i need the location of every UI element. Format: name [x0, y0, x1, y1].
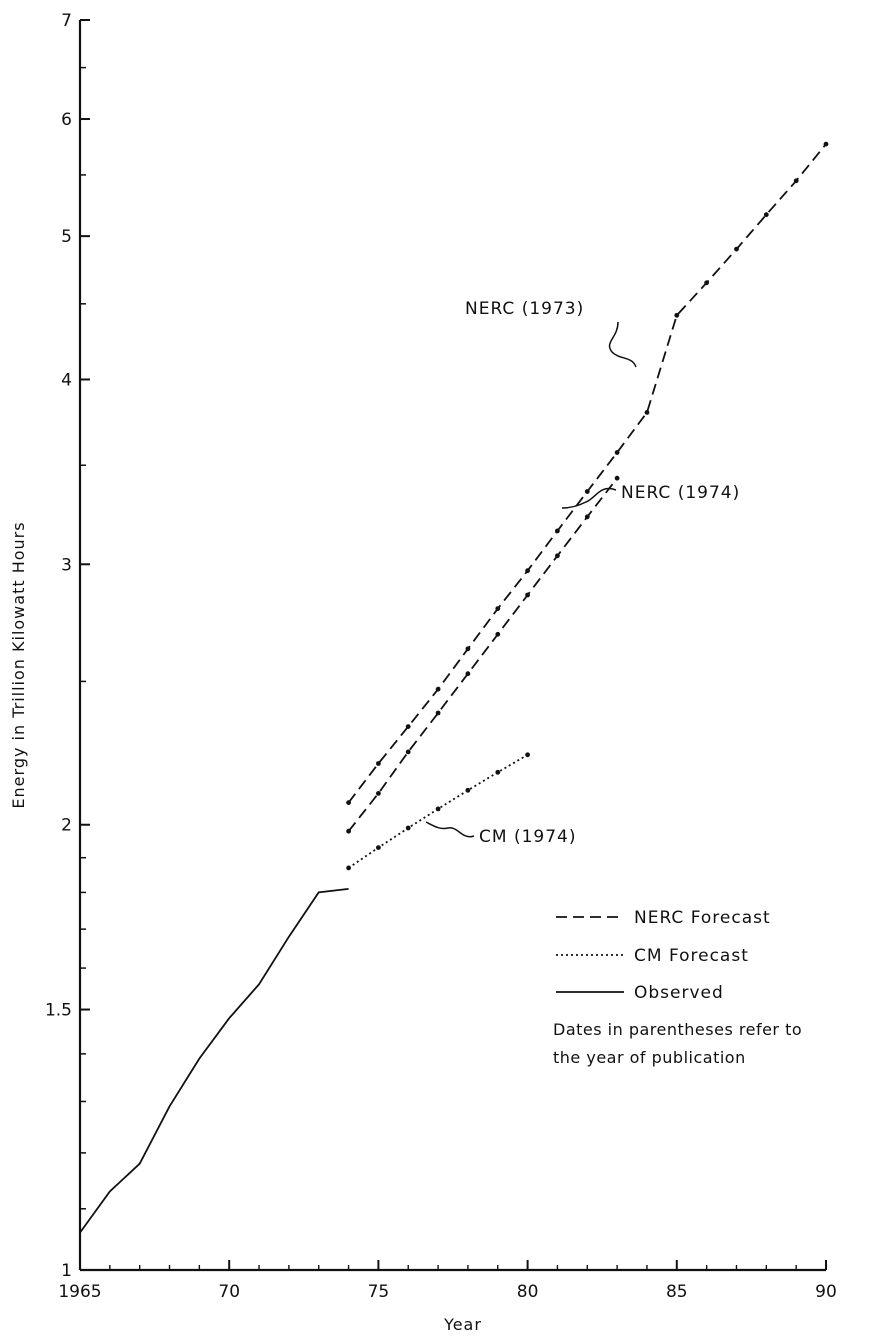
x-tick-label: 85 — [666, 1282, 688, 1302]
series-line-observed — [79, 888, 349, 1234]
legend-label-nerc: NERC Forecast — [634, 908, 771, 928]
data-point-nerc-1973 — [584, 489, 590, 494]
annotations: NERC (1973) NERC (1974) CM (1974) — [425, 299, 740, 847]
data-point-nerc-1973 — [674, 312, 680, 318]
legend-label-observed: Observed — [634, 983, 724, 1003]
data-point-nerc-1974 — [465, 671, 471, 677]
data-point-nerc-1973 — [734, 246, 739, 252]
data-point-cm-1974 — [525, 752, 530, 758]
x-tick-label: 90 — [815, 1282, 837, 1302]
x-axis-title: Year — [443, 1315, 482, 1334]
annotation-arrow-nerc-1974 — [561, 487, 617, 509]
annotation-nerc-1973: NERC (1973) — [465, 299, 584, 319]
annotation-cm-1974: CM (1974) — [479, 827, 576, 847]
data-point-nerc-1973 — [704, 280, 709, 286]
x-tick-label: 70 — [218, 1282, 240, 1302]
data-point-nerc-1973 — [644, 410, 650, 415]
y-tick-label: 2 — [61, 816, 72, 836]
data-point-nerc-1974 — [346, 828, 351, 834]
y-tick-label: 5 — [61, 227, 72, 247]
data-point-nerc-1974 — [584, 514, 590, 520]
y-tick-label: 1 — [61, 1261, 72, 1281]
annotation-nerc-1974: NERC (1974) — [621, 483, 740, 503]
data-point-nerc-1973 — [376, 761, 381, 766]
data-point-nerc-1974 — [435, 710, 441, 716]
data-point-cm-1974 — [346, 865, 351, 871]
data-point-nerc-1974 — [555, 553, 560, 559]
y-tick-label: 7 — [61, 11, 72, 31]
data-point-cm-1974 — [435, 806, 441, 812]
data-point-nerc-1973 — [763, 212, 769, 218]
series-layer — [79, 141, 829, 1234]
data-point-nerc-1974 — [495, 631, 501, 637]
x-tick-label: 75 — [368, 1282, 390, 1302]
y-tick-label: 1.5 — [45, 1001, 72, 1021]
data-point-cm-1974 — [465, 787, 471, 793]
series-line-cm-1974 — [348, 754, 529, 869]
legend-note-line1: Dates in parentheses refer to — [553, 1020, 802, 1039]
series-line-nerc-1973 — [347, 143, 827, 804]
data-point-nerc-1973 — [435, 686, 441, 692]
annotation-arrow-nerc-1973 — [608, 321, 637, 368]
x-tick-label: 1965 — [58, 1282, 101, 1302]
data-point-nerc-1973 — [793, 178, 799, 184]
data-point-nerc-1973 — [495, 606, 501, 611]
data-point-nerc-1974 — [614, 475, 620, 481]
y-tick-label: 6 — [61, 110, 72, 130]
series-line-nerc-1974 — [347, 477, 618, 832]
data-point-nerc-1974 — [376, 791, 381, 796]
data-point-nerc-1973 — [823, 141, 829, 147]
y-axis-title: Energy in Trillion Kilowatt Hours — [9, 521, 28, 808]
data-point-nerc-1974 — [525, 592, 530, 598]
data-point-cm-1974 — [495, 769, 501, 775]
legend-note-line2: the year of publication — [553, 1048, 746, 1067]
data-point-nerc-1973 — [465, 646, 471, 652]
data-point-nerc-1973 — [346, 800, 351, 805]
axes: 1 1.5 2 3 4 5 6 7 1965 70 75 80 85 90 Year Energy in Tr… — [9, 11, 837, 1334]
data-point-nerc-1973 — [614, 450, 620, 455]
data-point-nerc-1973 — [405, 724, 411, 729]
data-point-nerc-1974 — [405, 749, 411, 755]
y-tick-label: 3 — [61, 555, 72, 575]
data-point-nerc-1973 — [555, 528, 560, 534]
legend: NERC Forecast CM Forecast Observed Dates… — [553, 908, 802, 1067]
data-point-nerc-1973 — [525, 568, 530, 574]
data-point-cm-1974 — [376, 845, 381, 850]
annotation-arrow-cm-1974 — [425, 821, 475, 838]
data-point-cm-1974 — [405, 825, 411, 831]
x-tick-label: 80 — [517, 1282, 539, 1302]
legend-label-cm: CM Forecast — [634, 946, 749, 966]
y-tick-label: 4 — [61, 370, 72, 390]
